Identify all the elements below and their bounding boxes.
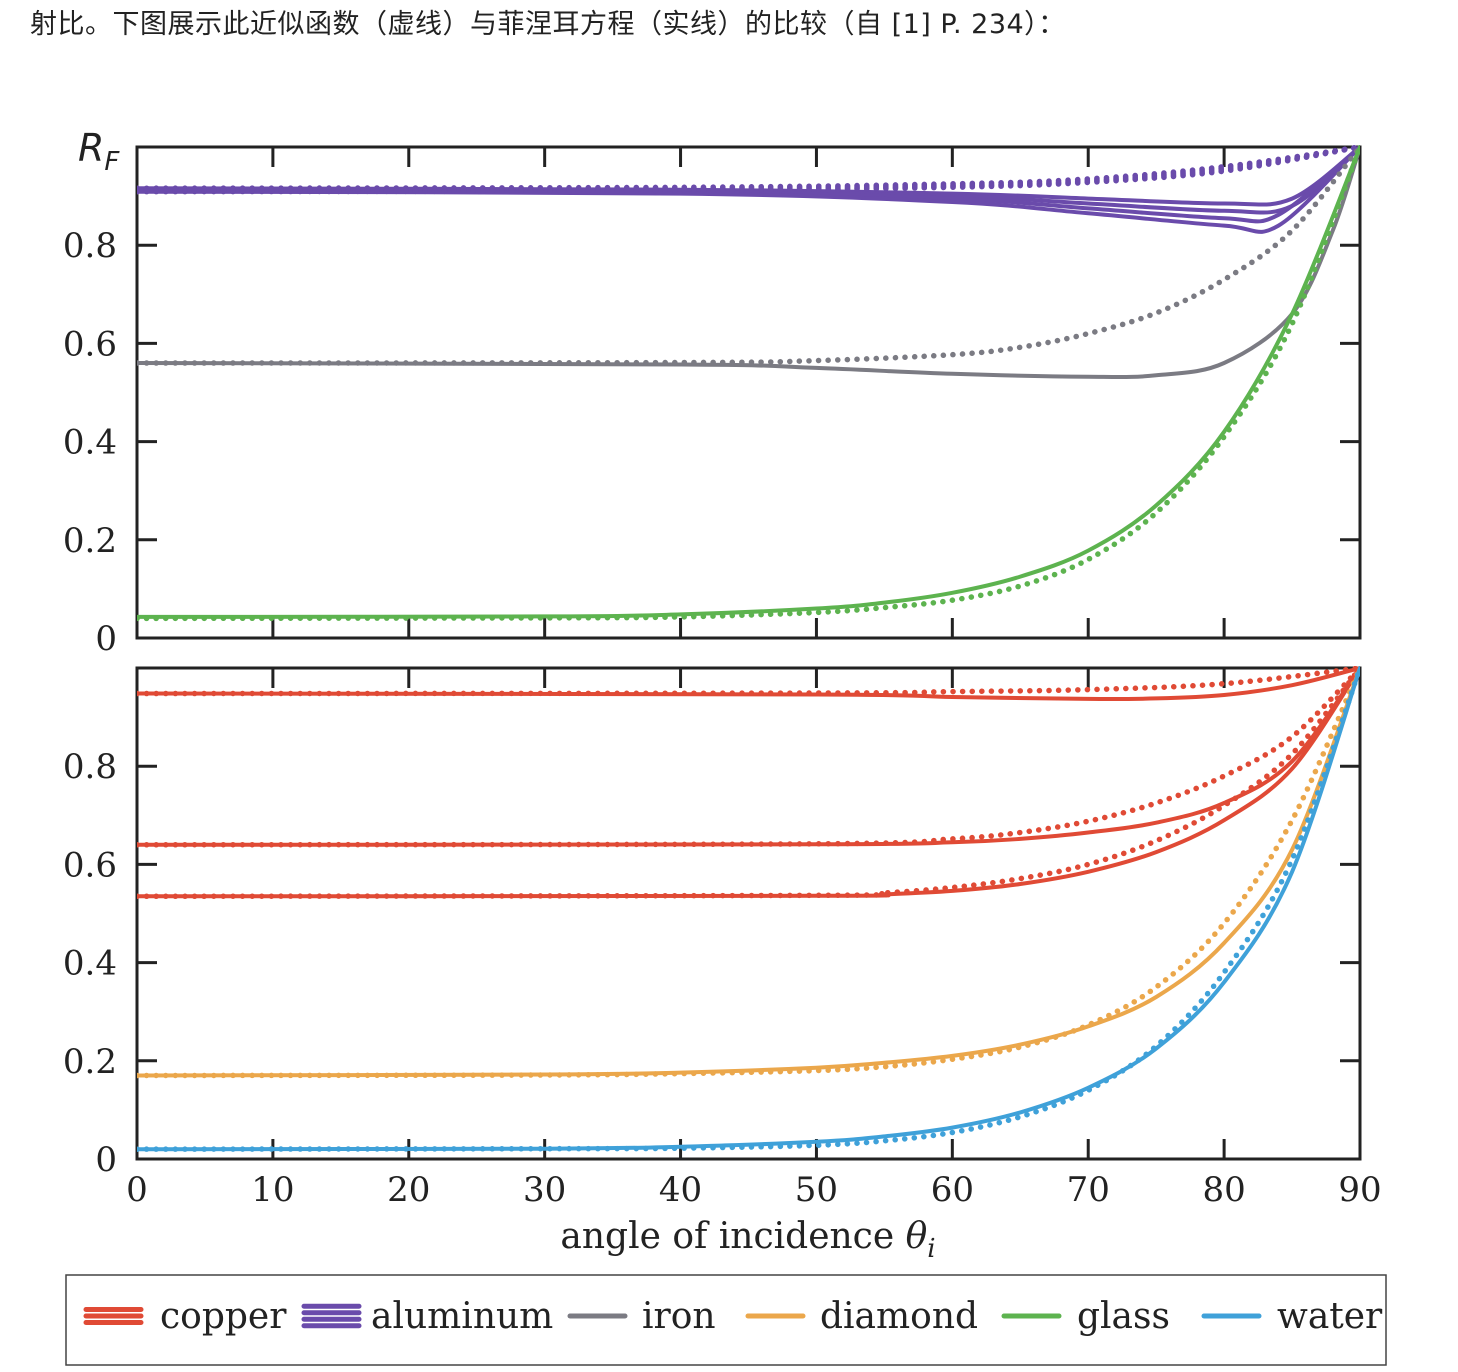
x-tick-label: 70: [1067, 1170, 1110, 1210]
legend-label-diamond: diamond: [820, 1296, 978, 1337]
y-tick-label: 0.6: [63, 845, 117, 885]
legend-frame: [65, 1274, 1387, 1366]
glass-approx-curve: [137, 145, 1360, 622]
iron-fresnel-curve: [137, 145, 1360, 380]
aluminum-approx-curve: [137, 145, 1360, 195]
y-tick-label: 0.2: [63, 1042, 117, 1082]
legend-label-copper: copper: [160, 1296, 287, 1337]
y-axis-label: RF: [78, 126, 120, 177]
y-tick-label: 0.8: [63, 747, 117, 787]
copper-approx-curve: [137, 666, 1360, 900]
legend-label-aluminum: aluminum: [371, 1296, 553, 1337]
aluminum-approx-curve: [137, 145, 1360, 194]
plot-frame: [135, 145, 1362, 640]
y-tick-label: 0.2: [63, 521, 117, 561]
copper-approx-curve: [137, 666, 1360, 848]
aluminum-approx-curve: [137, 145, 1360, 191]
page-caption: 射比。下图展示此近似函数（虚线）与菲涅耳方程（实线）的比较（自 [1] P. 2…: [30, 9, 1066, 40]
glass-fresnel-curve: [137, 145, 1360, 619]
y-tick-label: 0.6: [63, 324, 117, 364]
x-tick-label: 60: [931, 1170, 974, 1210]
x-tick-label: 30: [523, 1170, 566, 1210]
aluminum-approx-curve: [137, 145, 1360, 192]
legend-label-glass: glass: [1077, 1296, 1170, 1337]
legend-label-water: water: [1277, 1296, 1383, 1337]
x-tick-label: 90: [1338, 1170, 1381, 1210]
plot-frame: [135, 666, 1362, 1161]
x-tick-label: 40: [659, 1170, 702, 1210]
y-tick-label: 0.4: [63, 944, 117, 984]
legend: copper aluminum iron diamond glass water: [65, 1274, 1387, 1366]
iron-approx-curve: [137, 145, 1360, 366]
diamond-fresnel-curve: [137, 666, 1360, 1078]
legend-label-iron: iron: [642, 1296, 716, 1337]
x-tick-label: 80: [1202, 1170, 1245, 1210]
water-approx-curve: [137, 666, 1360, 1152]
x-tick-label: 20: [387, 1170, 430, 1210]
y-tick-label: 0: [95, 1140, 117, 1180]
y-tick-label: 0: [95, 619, 117, 659]
x-tick-label: 10: [251, 1170, 294, 1210]
aluminum-fresnel-curve: [137, 145, 1360, 234]
bottom-panel: 0 10 20 30 40 50 60 70 80 90 0 0.2 0.4 0.6 0.8: [63, 666, 1382, 1210]
x-tick-label: 50: [795, 1170, 838, 1210]
y-tick-label: 0.4: [63, 423, 117, 463]
x-tick-label: 0: [126, 1170, 148, 1210]
y-tick-label: 0.8: [63, 226, 117, 266]
copper-fresnel-curve: [137, 666, 1360, 899]
top-panel: 0 0.2 0.4 0.6 0.8 RF: [63, 126, 1362, 659]
copper-approx-curve: [137, 666, 1360, 697]
diamond-approx-curve: [137, 666, 1360, 1079]
x-axis-label: angle of incidence θi: [560, 1216, 935, 1264]
